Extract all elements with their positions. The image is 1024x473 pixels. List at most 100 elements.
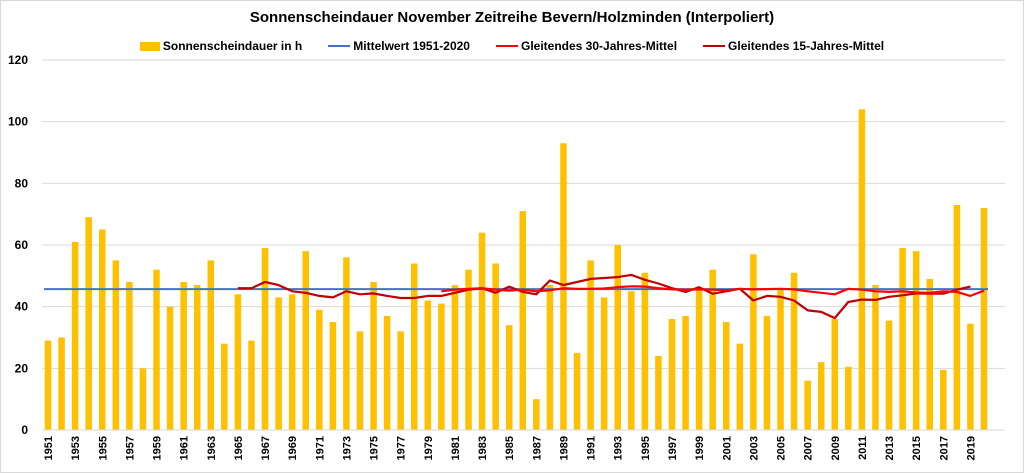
- bar-2005: [777, 288, 784, 430]
- x-tick-label: 1965: [233, 436, 245, 460]
- bar-1990: [573, 352, 581, 430]
- legend-label: Mittelwert 1951-2020: [353, 39, 470, 53]
- moving-average-15yr-line: [237, 273, 971, 320]
- legend-label: Sonnenscheindauer in h: [162, 39, 303, 53]
- legend-item-30yr: Gleitendes 30-Jahres-Mittel: [495, 39, 678, 53]
- bar-1984: [492, 263, 499, 430]
- legend-swatch-line: [495, 45, 518, 47]
- bar-1985: [505, 325, 513, 430]
- x-tick-label: 2007: [803, 436, 815, 460]
- bar-2011: [858, 109, 866, 430]
- legend-swatch-bar: [139, 41, 160, 51]
- x-tick-label: 1995: [640, 436, 652, 460]
- bar-2020: [980, 208, 988, 430]
- bar-1957: [126, 282, 133, 430]
- x-tick-label: 2005: [776, 436, 788, 460]
- bar-1971: [316, 309, 323, 430]
- x-tick-label: 1953: [70, 436, 82, 460]
- bar-2009: [831, 319, 839, 430]
- bar-1963: [207, 260, 215, 430]
- bar-1981: [451, 285, 459, 430]
- bar-2001: [723, 322, 730, 430]
- bar-1980: [438, 303, 445, 430]
- bar-1967: [261, 248, 269, 430]
- bar-1994: [628, 291, 635, 430]
- bar-1954: [85, 217, 92, 430]
- moving-average-30yr-line: [441, 285, 985, 297]
- legend-label: Gleitendes 30-Jahres-Mittel: [520, 39, 678, 53]
- x-tick-label: 1957: [124, 436, 136, 460]
- x-tick-label: 1959: [152, 436, 164, 460]
- bar-2010: [845, 366, 852, 430]
- x-tick-label: 1977: [396, 436, 408, 460]
- x-tick-label: 1997: [667, 436, 679, 460]
- bar-2002: [736, 343, 744, 430]
- x-tick-label: 1975: [369, 436, 381, 460]
- x-tick-label: 1971: [314, 436, 326, 460]
- x-tick-label: 1973: [341, 436, 353, 460]
- bar-1997: [668, 319, 676, 430]
- bar-1969: [288, 294, 296, 430]
- bar-1993: [614, 245, 621, 430]
- bar-1976: [383, 315, 391, 430]
- bar-2018: [953, 204, 961, 430]
- bar-1982: [465, 269, 472, 430]
- x-tick-label: 1999: [694, 436, 706, 460]
- x-tick-label: 2011: [857, 436, 869, 460]
- bar-1975: [370, 282, 377, 430]
- y-tick-label: 60: [15, 238, 29, 252]
- x-tick-label: 2003: [748, 436, 760, 460]
- bar-1988: [546, 285, 554, 430]
- x-tick-label: 1987: [531, 436, 543, 460]
- x-tick-label: 1985: [504, 436, 516, 460]
- y-tick-label: 120: [8, 53, 28, 67]
- bar-1979: [424, 300, 432, 430]
- x-tick-label: 1981: [450, 436, 462, 460]
- bar-2014: [899, 248, 906, 430]
- x-tick-label: 1961: [179, 436, 191, 460]
- bar-1991: [587, 260, 594, 430]
- bar-2003: [750, 254, 757, 430]
- x-tick-label: 1955: [97, 436, 109, 460]
- legend-item-15yr: Gleitendes 15-Jahres-Mittel: [703, 39, 884, 53]
- bar-1973: [343, 257, 350, 430]
- bar-2008: [817, 362, 825, 430]
- bar-1959: [153, 269, 160, 430]
- legend-label: Gleitendes 15-Jahres-Mittel: [728, 39, 885, 53]
- bar-1999: [695, 288, 703, 430]
- bar-2016: [926, 278, 933, 430]
- bar-2012: [872, 285, 879, 430]
- bar-1995: [641, 272, 649, 430]
- y-tick-label: 20: [15, 361, 29, 375]
- legend-swatch-line: [328, 45, 351, 47]
- x-tick-label: 1991: [586, 436, 598, 460]
- bar-1978: [411, 263, 418, 430]
- bar-1951: [44, 340, 52, 430]
- bar-1956: [112, 260, 120, 430]
- bar-1968: [275, 297, 282, 430]
- bar-2019: [967, 323, 974, 430]
- bar-1970: [302, 251, 309, 430]
- bar-1964: [221, 343, 228, 430]
- x-tick-label: 1989: [558, 436, 570, 460]
- bar-1960: [166, 306, 174, 430]
- bar-1987: [533, 399, 540, 430]
- bar-2015: [912, 251, 920, 430]
- bar-2013: [885, 320, 893, 430]
- y-tick-label: 40: [15, 300, 29, 314]
- bar-2017: [940, 369, 947, 430]
- bar-1974: [356, 331, 364, 430]
- bar-2006: [790, 272, 798, 430]
- x-tick-label: 1967: [260, 436, 272, 460]
- bar-1962: [193, 285, 201, 430]
- y-tick-label: 0: [21, 423, 28, 437]
- x-tick-label: 1969: [287, 436, 299, 460]
- legend-swatch-line: [703, 45, 726, 47]
- x-tick-label: 2009: [830, 436, 842, 460]
- bar-1953: [71, 241, 79, 430]
- bar-1972: [329, 322, 337, 430]
- x-tick-label: 2013: [884, 436, 896, 460]
- bar-1955: [99, 229, 106, 430]
- bar-1992: [600, 297, 608, 430]
